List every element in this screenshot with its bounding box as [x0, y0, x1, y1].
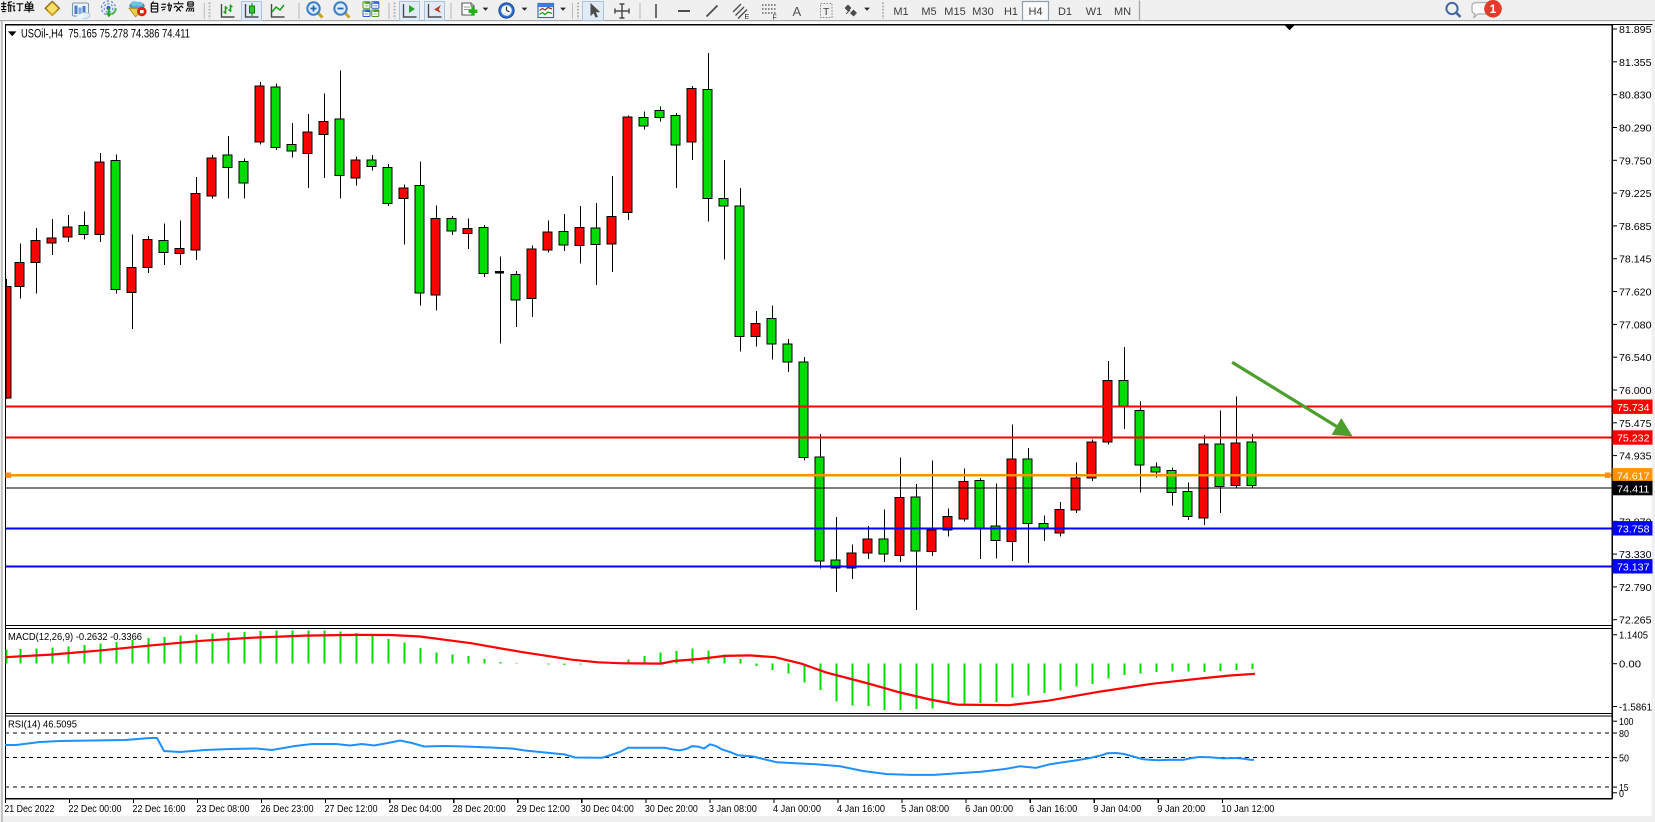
svg-text:74.411: 74.411: [1617, 483, 1650, 495]
svg-text:73.758: 73.758: [1617, 524, 1650, 536]
svg-text:78.685: 78.685: [1619, 221, 1652, 233]
svg-text:81.355: 81.355: [1619, 57, 1652, 69]
svg-text:M5: M5: [921, 6, 936, 18]
svg-text:77.080: 77.080: [1619, 319, 1652, 331]
svg-text:30 Dec 04:00: 30 Dec 04:00: [581, 803, 634, 815]
svg-text:80.290: 80.290: [1619, 123, 1652, 135]
svg-text:15: 15: [1619, 782, 1629, 794]
svg-text:A: A: [793, 4, 802, 19]
svg-text:H1: H1: [1004, 6, 1018, 18]
svg-text:75.475: 75.475: [1619, 418, 1652, 430]
svg-text:73.137: 73.137: [1617, 562, 1650, 574]
svg-text:W1: W1: [1086, 6, 1103, 18]
svg-text:E: E: [745, 14, 750, 21]
svg-text:23 Dec 08:00: 23 Dec 08:00: [197, 803, 250, 815]
svg-text:72.265: 72.265: [1619, 615, 1652, 627]
svg-text:81.895: 81.895: [1619, 24, 1652, 36]
svg-text:9 Jan 04:00: 9 Jan 04:00: [1093, 803, 1141, 815]
svg-text:6 Jan 16:00: 6 Jan 16:00: [1029, 803, 1077, 815]
svg-text:1: 1: [1490, 2, 1497, 16]
svg-text:4 Jan 16:00: 4 Jan 16:00: [837, 803, 885, 815]
svg-text:50: 50: [1619, 753, 1629, 765]
svg-text:MN: MN: [1114, 6, 1131, 18]
svg-text:M30: M30: [972, 6, 993, 18]
svg-text:1.1405: 1.1405: [1619, 630, 1648, 642]
svg-text:30 Dec 20:00: 30 Dec 20:00: [645, 803, 698, 815]
svg-text:74.617: 74.617: [1617, 471, 1650, 483]
svg-text:22 Dec 16:00: 22 Dec 16:00: [133, 803, 186, 815]
svg-text:3 Jan 08:00: 3 Jan 08:00: [709, 803, 757, 815]
svg-text:MACD(12,26,9) -0.2632 -0.3366: MACD(12,26,9) -0.2632 -0.3366: [8, 631, 142, 643]
svg-text:72.790: 72.790: [1619, 582, 1652, 594]
svg-text:5 Jan 08:00: 5 Jan 08:00: [901, 803, 949, 815]
svg-text:6 Jan 00:00: 6 Jan 00:00: [965, 803, 1013, 815]
svg-text:80.830: 80.830: [1619, 90, 1652, 102]
svg-text:76.540: 76.540: [1619, 352, 1652, 364]
svg-text:80: 80: [1619, 728, 1629, 740]
svg-text:T: T: [823, 6, 830, 18]
svg-text:4 Jan 00:00: 4 Jan 00:00: [773, 803, 821, 815]
svg-text:75.734: 75.734: [1617, 402, 1650, 414]
svg-text:28 Dec 20:00: 28 Dec 20:00: [453, 803, 506, 815]
svg-text:22 Dec 00:00: 22 Dec 00:00: [69, 803, 122, 815]
svg-text:USOil-,H4 75.165 75.278 74.38: USOil-,H4 75.165 75.278 74.386 74.411: [21, 29, 190, 41]
svg-text:74.935: 74.935: [1619, 451, 1652, 463]
svg-text:D1: D1: [1058, 6, 1072, 18]
svg-text:0.00: 0.00: [1619, 659, 1641, 671]
svg-text:29 Dec 12:00: 29 Dec 12:00: [517, 803, 570, 815]
svg-text:F: F: [773, 15, 777, 22]
svg-text:-1.5861: -1.5861: [1619, 702, 1652, 714]
svg-text:73.330: 73.330: [1619, 549, 1652, 561]
svg-text:RSI(14) 46.5095: RSI(14) 46.5095: [8, 719, 77, 731]
svg-text:78.145: 78.145: [1619, 254, 1652, 266]
svg-text:79.225: 79.225: [1619, 188, 1652, 200]
svg-text:75.232: 75.232: [1617, 433, 1650, 445]
svg-text:79.750: 79.750: [1619, 155, 1652, 167]
svg-text:26 Dec 23:00: 26 Dec 23:00: [261, 803, 314, 815]
svg-text:H4: H4: [1028, 6, 1042, 18]
svg-text:27 Dec 12:00: 27 Dec 12:00: [325, 803, 378, 815]
svg-text:9 Jan 20:00: 9 Jan 20:00: [1157, 803, 1205, 815]
svg-text:28 Dec 04:00: 28 Dec 04:00: [389, 803, 442, 815]
svg-text:77.620: 77.620: [1619, 287, 1652, 299]
svg-text:21 Dec 2022: 21 Dec 2022: [4, 803, 54, 815]
svg-text:100: 100: [1619, 716, 1634, 728]
svg-text:M15: M15: [944, 6, 965, 18]
svg-text:M1: M1: [893, 6, 908, 18]
svg-text:10 Jan 12:00: 10 Jan 12:00: [1221, 803, 1274, 815]
svg-text:0: 0: [1619, 788, 1624, 800]
svg-text:76.000: 76.000: [1619, 385, 1652, 397]
